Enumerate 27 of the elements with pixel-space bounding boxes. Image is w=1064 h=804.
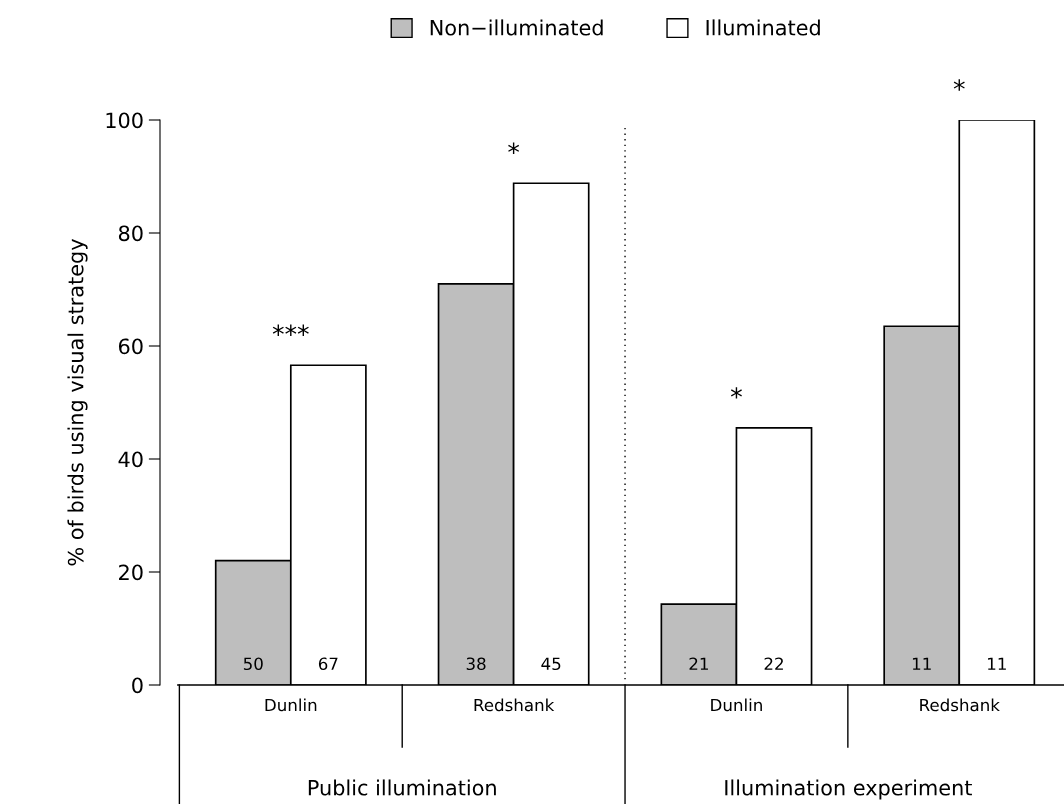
y-tick-label: 40 [118, 451, 143, 468]
annotation: 22 [764, 657, 783, 670]
text: Public illumination [308, 779, 496, 796]
y-tick-label: 100 [106, 112, 143, 129]
y-axis-title: % of birds using visual strategy [67, 239, 88, 566]
text: Illumination experiment [725, 779, 972, 800]
annotation: * [730, 387, 742, 399]
annotation: *** [272, 324, 309, 336]
y-tick-label: 80 [118, 225, 143, 242]
y-tick-label: 0 [132, 677, 143, 694]
y-tick-label: 20 [119, 564, 143, 581]
y-tick-label: 60 [118, 338, 143, 355]
annotation: * [508, 142, 520, 154]
annotation: 38 [466, 657, 486, 671]
annotation: 67 [318, 657, 338, 671]
annotation: 11 [988, 657, 1006, 670]
x-tick-label: Dunlin [265, 698, 317, 712]
annotation: 45 [541, 657, 561, 671]
annotation: 50 [243, 657, 263, 671]
x-tick-label: Redshank [920, 698, 1000, 712]
x-tick-label: Dunlin [711, 698, 762, 712]
legend-label: Non−illuminated [430, 19, 603, 36]
x-tick-label: Redshank [474, 698, 555, 712]
text: * [953, 79, 965, 91]
annotation: 21 [689, 657, 708, 670]
annotation: 11 [912, 657, 931, 670]
legend-label: Illuminated [706, 19, 820, 36]
